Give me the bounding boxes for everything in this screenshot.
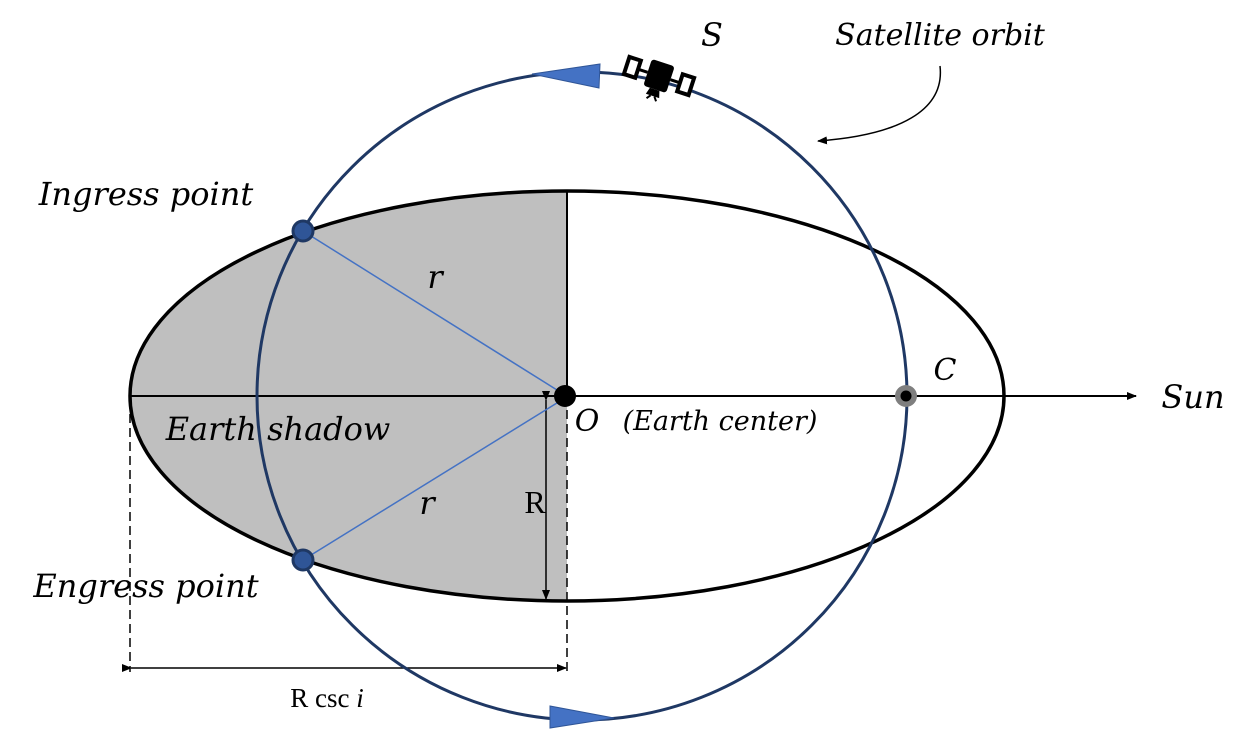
sun-label: Sun [1161,378,1224,416]
ingress-point-label: Ingress point [38,175,254,213]
engress-point-marker [291,548,315,572]
radius-line-engress [302,397,566,561]
radius-label-lower: r [419,484,436,522]
orbit-direction-arrow-bottom [549,705,615,729]
orbit-pointer-arrow [817,65,942,145]
earth-center-label: (Earth center) [623,406,818,437]
earth-shadow-label: Earth shadow [165,410,391,448]
projection-label-prefix: R csc [290,683,356,713]
orbit-label: Satellite orbit [835,18,1046,53]
satellite-icon [621,54,697,102]
earth-radius-label: R [524,484,546,520]
point-c-label: C [934,353,957,388]
earth-center-marker [554,385,576,407]
radius-label-upper: r [427,258,444,296]
ingress-point-marker [291,219,315,243]
satellite-label: S [701,16,723,54]
earth-center-letter: O [575,404,600,439]
engress-point-label: Engress point [32,567,258,605]
radius-line-ingress [302,230,566,396]
projection-label: R csc i [290,683,364,713]
point-c-inner [900,390,912,402]
projection-label-var: i [356,683,364,713]
orbit-direction-arrow-top [531,63,601,89]
